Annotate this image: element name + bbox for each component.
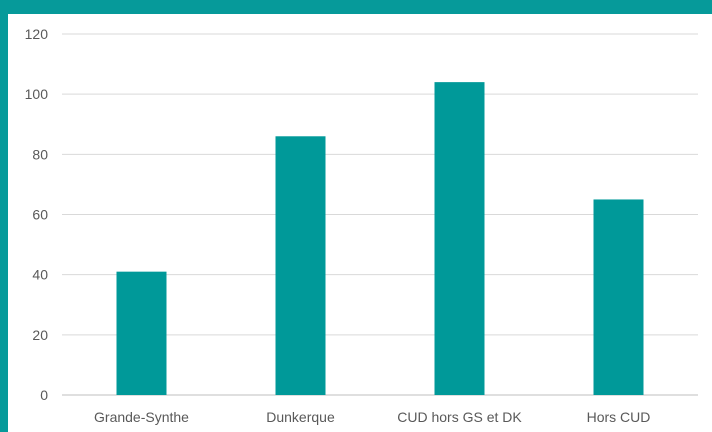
x-tick-label: Grande-Synthe — [94, 409, 189, 425]
y-tick-label: 120 — [25, 26, 49, 42]
bar-cud-hors-gs-et-dk — [434, 82, 485, 395]
y-tick-label: 80 — [32, 146, 48, 162]
x-axis-tick-labels: Grande-Synthe Dunkerque CUD hors GS et DK H… — [94, 409, 650, 425]
bar-dunkerque — [275, 136, 326, 396]
gridlines — [62, 33, 698, 396]
y-tick-label: 40 — [32, 267, 48, 283]
bar-hors-cud — [593, 199, 644, 395]
x-tick-label: Hors CUD — [587, 409, 651, 425]
y-tick-label: 60 — [32, 207, 48, 223]
y-axis-tick-labels: 0 20 40 60 80 100 120 — [25, 26, 49, 403]
bars — [116, 82, 644, 396]
x-tick-label: CUD hors GS et DK — [397, 409, 522, 425]
y-tick-label: 100 — [25, 86, 49, 102]
y-tick-label: 0 — [40, 387, 48, 403]
bar-grande-synthe — [116, 271, 167, 395]
x-tick-label: Dunkerque — [266, 409, 335, 425]
y-tick-label: 20 — [32, 327, 48, 343]
